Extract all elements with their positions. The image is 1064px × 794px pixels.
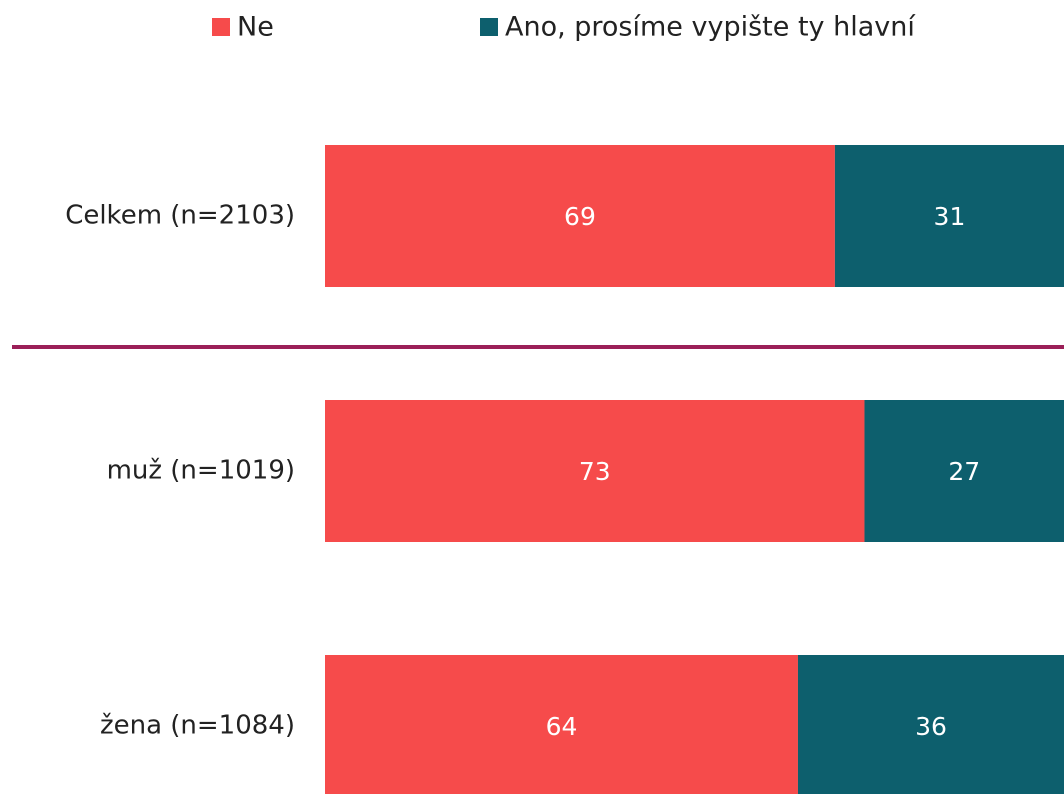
legend-swatch (480, 18, 498, 36)
bar-segment (325, 655, 798, 794)
bar-segment (864, 400, 1064, 542)
bar-segment (834, 145, 1064, 287)
legend-label: Ano, prosíme vypište ty hlavní (505, 12, 916, 43)
category-label: Celkem (n=2103) (65, 201, 295, 231)
category-label: žena (n=1084) (100, 711, 295, 741)
bar-segment (325, 400, 865, 542)
value-label: 64 (546, 712, 578, 741)
bar-segment (797, 655, 1064, 794)
value-label: 73 (579, 457, 611, 486)
value-label: 27 (948, 457, 980, 486)
bar-segment (325, 145, 835, 287)
value-label: 69 (564, 202, 596, 231)
category-label: muž (n=1019) (107, 456, 295, 486)
value-label: 31 (934, 202, 966, 231)
legend-swatch (212, 18, 230, 36)
legend-label: Ne (237, 12, 274, 43)
value-label: 36 (915, 712, 947, 741)
